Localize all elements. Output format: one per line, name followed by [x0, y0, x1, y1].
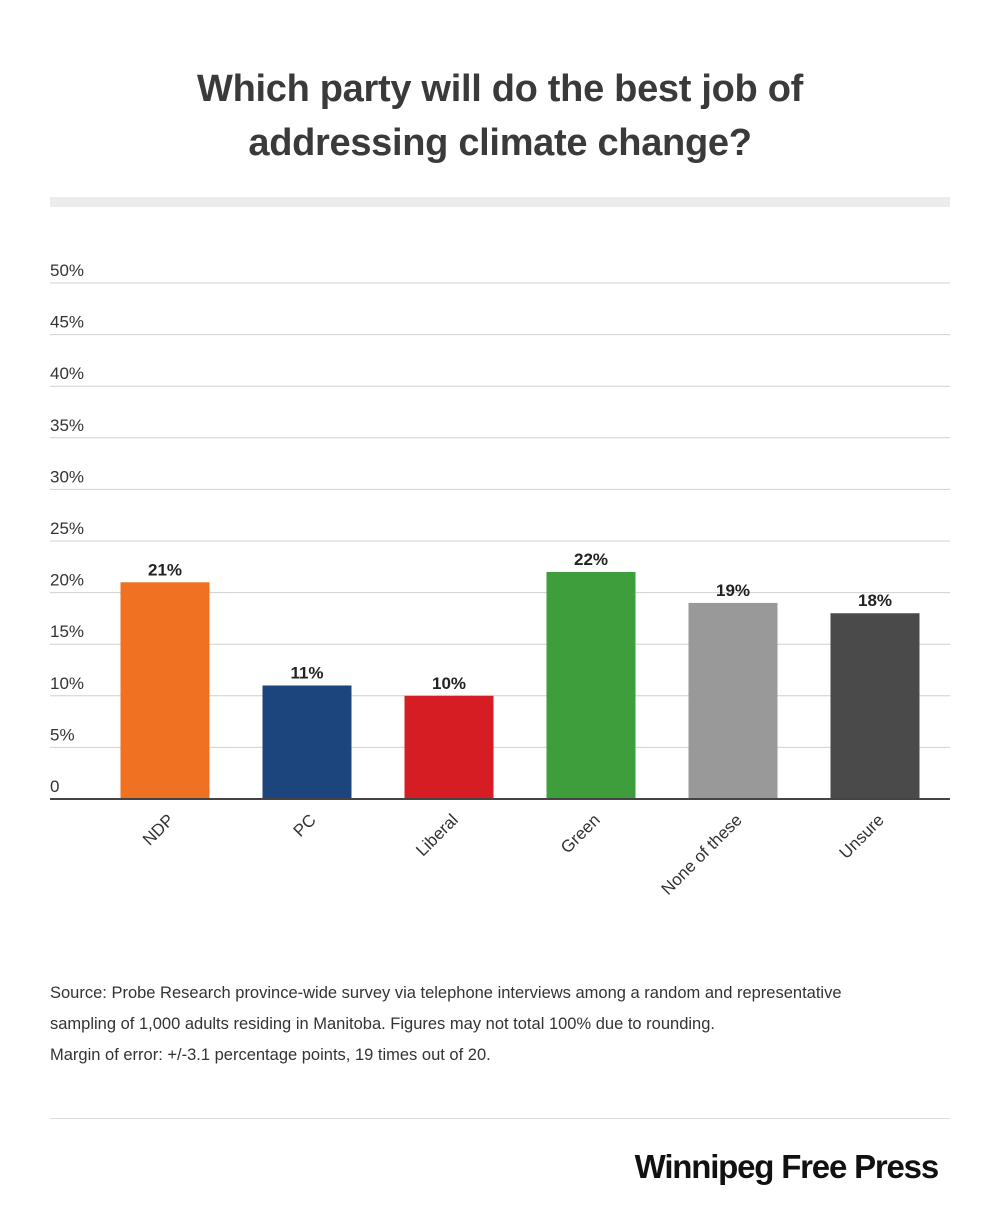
bar-chart: 0 5% 10% 15% 20% 25% 30% 35% 40% 45% 50% 21% NDP 11% P…	[50, 261, 950, 899]
data-label: 19%	[716, 581, 750, 600]
data-label: 18%	[858, 591, 892, 610]
x-tick-label: NDP	[139, 810, 178, 849]
x-tick-label: Liberal	[412, 810, 462, 860]
y-tick-label: 5%	[50, 725, 75, 744]
bar	[120, 582, 210, 799]
chart-title-line-2: addressing climate change?	[248, 122, 752, 164]
y-tick-label: 30%	[50, 467, 84, 486]
data-label: 10%	[432, 674, 466, 693]
source-line-3: Margin of error: +/-3.1 percentage point…	[50, 1046, 491, 1064]
y-tick-label: 40%	[50, 364, 84, 383]
bar	[688, 602, 778, 799]
y-tick-label: 50%	[50, 261, 84, 280]
x-tick-label: None of these	[658, 810, 746, 898]
y-tick-label: 15%	[50, 622, 84, 641]
x-tick-label: Unsure	[836, 810, 888, 862]
x-tick-label: Green	[557, 810, 604, 857]
x-tick-label: PC	[290, 810, 320, 840]
bar	[262, 685, 352, 799]
y-tick-label: 20%	[50, 571, 84, 590]
y-tick-label: 35%	[50, 416, 84, 435]
header-divider	[50, 197, 950, 207]
y-tick-label: 25%	[50, 519, 84, 538]
source-line-2: sampling of 1,000 adults residing in Man…	[50, 1015, 715, 1033]
bar	[830, 613, 920, 799]
chart-title-line-1: Which party will do the best job of	[197, 68, 803, 110]
y-tick-label: 45%	[50, 313, 84, 332]
bar	[546, 571, 636, 799]
source-note: Source: Probe Research province-wide sur…	[50, 978, 950, 1071]
y-tick-label: 10%	[50, 674, 84, 693]
data-label: 22%	[574, 550, 608, 569]
bar	[404, 695, 494, 799]
footer-divider	[50, 1118, 950, 1119]
source-line-1: Source: Probe Research province-wide sur…	[50, 984, 842, 1002]
publisher-logo: Winnipeg Free Press	[634, 1148, 940, 1185]
chart-title: Which party will do the best job of addr…	[0, 62, 1000, 170]
data-label: 21%	[148, 560, 182, 579]
data-label: 11%	[290, 663, 323, 682]
y-tick-label: 0	[50, 777, 59, 796]
